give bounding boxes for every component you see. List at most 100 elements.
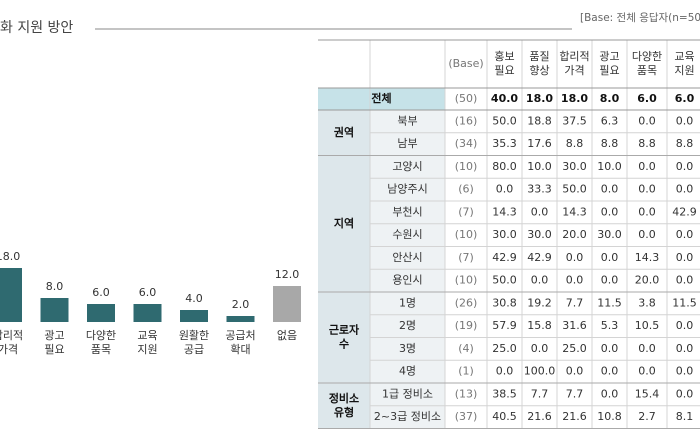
cell: 0.0	[601, 274, 619, 287]
base-cell: (6)	[458, 183, 474, 196]
cell: 0.0	[676, 274, 694, 287]
cell: 31.6	[562, 319, 587, 332]
category-label: 품목	[91, 343, 111, 356]
base-cell: (10)	[455, 274, 478, 287]
category-label: 지원	[137, 343, 157, 356]
bar	[273, 286, 301, 322]
cell: 0.0	[676, 387, 694, 400]
column-header: 광고	[599, 50, 619, 63]
cell: 37.5	[562, 114, 587, 127]
cell: 7.7	[566, 387, 584, 400]
group-label: 지역	[334, 216, 354, 230]
cell: 0.0	[676, 251, 694, 264]
total-label: 전체	[371, 91, 391, 105]
value-label: 6.0	[92, 286, 110, 299]
row-label: 용인시	[392, 274, 422, 287]
row-label: 4명	[399, 365, 416, 378]
column-header: 교육	[674, 50, 694, 63]
group-label: 정비소	[329, 391, 359, 405]
group-label: 유형	[334, 405, 354, 419]
category-label: 가격	[0, 343, 18, 356]
total-label-bg	[318, 88, 445, 110]
cell: 6.0	[675, 92, 695, 105]
category-label: 공급처	[225, 329, 255, 342]
category-label: 필요	[44, 343, 64, 356]
base-cell: (10)	[455, 228, 478, 241]
cell: 5.3	[601, 319, 619, 332]
cell: 57.9	[492, 319, 517, 332]
cell: 0.0	[496, 183, 514, 196]
cell: 30.8	[492, 296, 517, 309]
cell: 0.0	[531, 342, 549, 355]
cell: 0.0	[676, 160, 694, 173]
base-cell: (13)	[455, 387, 478, 400]
group-bg	[318, 383, 370, 429]
base-note: [Base: 전체 응답자(n=50	[580, 12, 700, 24]
cell: 35.3	[492, 137, 517, 150]
cell: 0.0	[601, 387, 619, 400]
cell: 21.6	[527, 410, 552, 423]
cell: 2.7	[638, 410, 656, 423]
base-cell: (19)	[455, 319, 478, 332]
cell: 0.0	[601, 183, 619, 196]
cell: 11.5	[597, 296, 622, 309]
cell: 6.3	[601, 114, 619, 127]
base-cell: (16)	[455, 114, 478, 127]
cell: 8.8	[676, 137, 694, 150]
cell: 0.0	[676, 342, 694, 355]
cell: 0.0	[601, 342, 619, 355]
row-label: 안산시	[392, 251, 422, 264]
group-bg	[318, 292, 370, 383]
value-label: 18.0	[0, 250, 20, 263]
cell: 33.3	[527, 183, 552, 196]
group-label: 권역	[334, 125, 354, 139]
cell: 8.8	[638, 137, 656, 150]
cell: 10.0	[527, 160, 552, 173]
base-cell: (7)	[458, 205, 474, 218]
category-label: 공급	[184, 343, 204, 356]
category-label: 교육	[137, 329, 157, 342]
row-label: 수원시	[392, 228, 422, 241]
row-label: 2명	[399, 319, 416, 332]
column-header: 홍보	[494, 49, 514, 63]
cell: 0.0	[676, 114, 694, 127]
cell: 0.0	[601, 365, 619, 378]
cell: 30.0	[597, 228, 622, 241]
row-label: 남부	[397, 137, 417, 150]
value-label: 8.0	[46, 280, 64, 293]
column-header: 합리적	[559, 50, 589, 63]
cell: 14.3	[562, 205, 587, 218]
cell: 38.5	[492, 387, 517, 400]
column-header: 필요	[599, 64, 619, 77]
cell: 0.0	[601, 251, 619, 264]
cell: 50.0	[492, 114, 517, 127]
row-label: 부천시	[392, 204, 422, 218]
column-header: (Base)	[448, 57, 483, 70]
cell: 15.8	[527, 319, 552, 332]
cell: 42.9	[672, 205, 697, 218]
bar	[180, 310, 208, 322]
cell: 0.0	[676, 365, 694, 378]
cell: 8.0	[600, 92, 620, 105]
cell: 18.0	[526, 92, 553, 105]
column-header: 가격	[564, 64, 584, 77]
cell: 18.8	[527, 114, 552, 127]
cell: 0.0	[531, 205, 549, 218]
cell: 0.0	[566, 251, 584, 264]
row-label: 고양시	[392, 160, 422, 173]
column-header: 향상	[529, 64, 549, 77]
cell: 8.1	[676, 410, 694, 423]
cell: 3.8	[638, 296, 656, 309]
cell: 11.5	[672, 296, 697, 309]
row-label: 남양주시	[387, 183, 427, 196]
column-header: 품질	[529, 50, 549, 63]
bar	[40, 298, 69, 322]
cell: 25.0	[562, 342, 587, 355]
cell: 20.0	[635, 274, 660, 287]
cell: 6.0	[637, 92, 657, 105]
cell: 80.0	[492, 160, 517, 173]
base-cell: (26)	[455, 296, 478, 309]
column-header: 다양한	[632, 50, 662, 63]
cell: 7.7	[566, 296, 584, 309]
